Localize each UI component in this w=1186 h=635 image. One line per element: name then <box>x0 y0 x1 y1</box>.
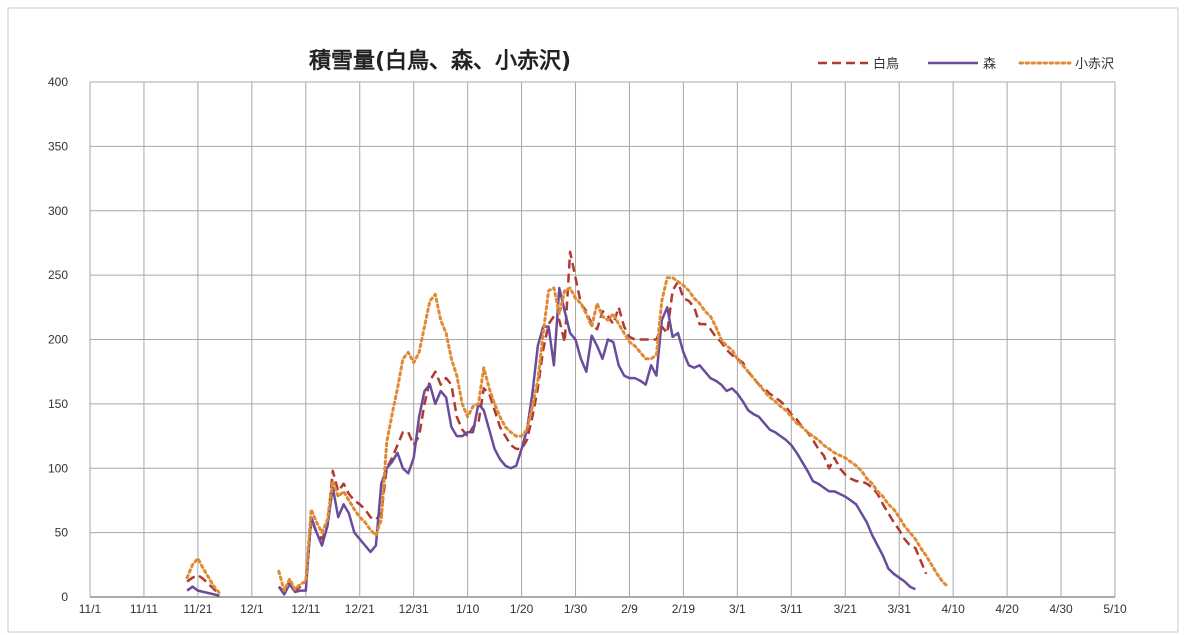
x-tick-label: 4/30 <box>1049 602 1073 616</box>
x-tick-label: 4/20 <box>995 602 1019 616</box>
y-tick-label: 350 <box>48 139 68 153</box>
y-tick-label: 150 <box>48 397 68 411</box>
series-line-森 <box>186 585 220 597</box>
x-tick-label: 3/1 <box>729 602 746 616</box>
y-axis-ticks: 0 50 100 150 200 250 300 350 400 <box>48 75 68 604</box>
x-tick-label: 5/10 <box>1103 602 1127 616</box>
chart-title: 積雪量(白鳥、森、小赤沢) <box>309 48 571 74</box>
x-tick-label: 4/10 <box>941 602 965 616</box>
legend-label: 森 <box>983 57 996 72</box>
y-tick-label: 200 <box>48 333 68 347</box>
y-tick-label: 0 <box>61 590 68 604</box>
series-line-白鳥 <box>277 250 928 594</box>
x-tick-label: 3/31 <box>888 602 912 616</box>
x-tick-label: 1/20 <box>510 602 534 616</box>
x-tick-label: 12/11 <box>291 602 320 616</box>
series-line-小赤沢 <box>277 276 950 593</box>
legend: 白鳥 森 小赤沢 <box>818 56 1114 72</box>
legend-label: 小赤沢 <box>1075 57 1114 72</box>
x-tick-label: 2/9 <box>621 602 638 616</box>
x-tick-label: 11/21 <box>183 602 212 616</box>
x-tick-label: 1/30 <box>564 602 588 616</box>
y-tick-label: 400 <box>48 75 68 89</box>
legend-label: 白鳥 <box>873 56 899 72</box>
x-tick-label: 3/11 <box>780 602 803 616</box>
y-tick-label: 250 <box>48 268 68 282</box>
x-tick-label: 11/1 <box>79 602 102 616</box>
y-tick-label: 300 <box>48 204 68 218</box>
y-tick-label: 50 <box>55 526 69 540</box>
series-lines <box>185 250 950 597</box>
x-tick-label: 3/21 <box>834 602 858 616</box>
x-tick-label: 12/1 <box>240 602 264 616</box>
x-tick-label: 1/10 <box>456 602 480 616</box>
x-tick-label: 2/19 <box>672 602 696 616</box>
x-tick-label: 11/11 <box>130 602 159 616</box>
y-tick-label: 100 <box>48 461 68 475</box>
series-line-白鳥 <box>186 573 221 596</box>
series-line-小赤沢 <box>185 556 221 595</box>
x-tick-label: 12/31 <box>399 602 429 616</box>
x-tick-label: 12/21 <box>345 602 375 616</box>
x-axis-ticks: 11/1 11/11 11/21 12/1 12/11 12/21 12/31 1/10 1/2… <box>79 602 1127 616</box>
